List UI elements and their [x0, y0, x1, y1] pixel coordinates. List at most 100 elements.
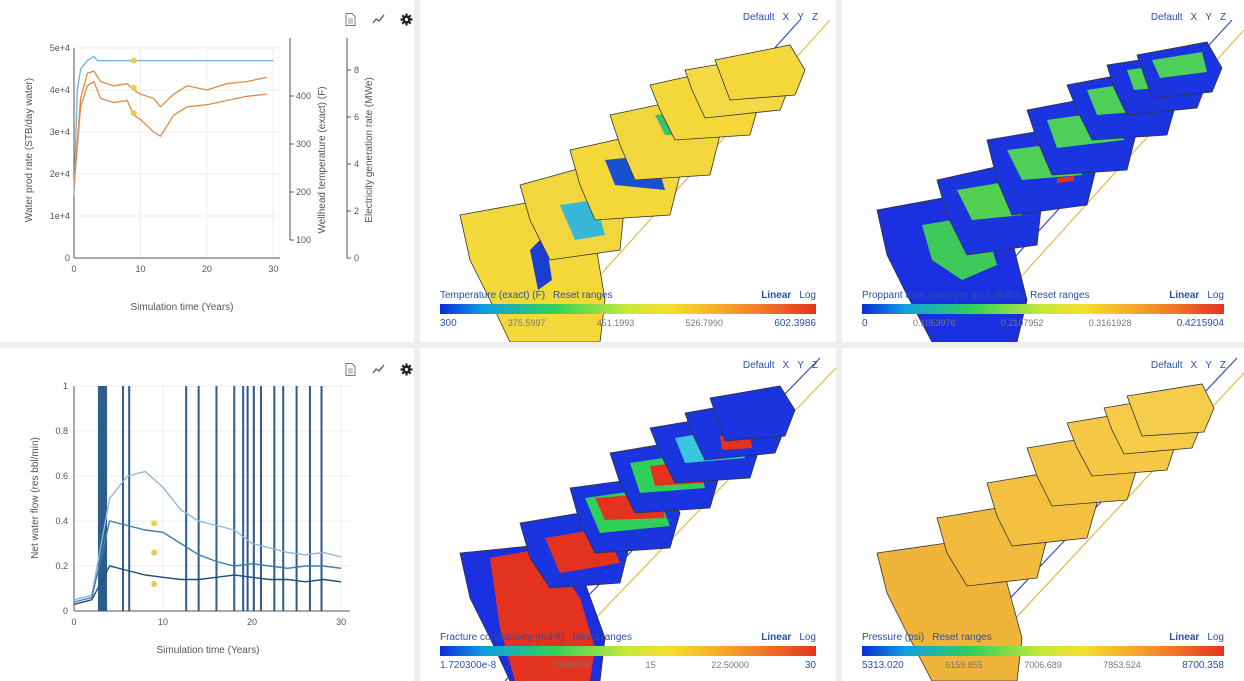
- view-controls: Default X Y Z: [1151, 12, 1226, 23]
- colorbar: Fracture conductivity (md-ft) Reset rang…: [440, 632, 816, 671]
- chart-toolbar: [343, 12, 413, 26]
- y-tick-label: 0.4: [55, 516, 68, 526]
- view-temperature[interactable]: Default X Y Z Temperature (exact) (F) Re…: [420, 0, 836, 342]
- chart-panel-water-flow: 0 0.2 0.4 0.6 0.8 1 0 10 20 30 Net water flow (re…: [0, 348, 414, 681]
- y-right-axis-label: Electricity generation rate (MWe): [364, 77, 375, 222]
- colorbar-tick: 0.1053976: [912, 318, 956, 328]
- splitter-vertical-right[interactable]: [836, 0, 842, 681]
- colorbar-tick: 7006.689: [1024, 660, 1062, 670]
- y-axis-label: Net water flow (res bbl/min): [30, 437, 41, 559]
- colorbar-min[interactable]: 0: [862, 318, 868, 329]
- y-left-axis-label: Water prod rate (STB/day water): [24, 78, 35, 222]
- colorbar-gradient[interactable]: [440, 646, 816, 656]
- view-x-button[interactable]: X: [1190, 360, 1198, 371]
- view-z-button[interactable]: Z: [811, 12, 818, 23]
- colorbar: Temperature (exact) (F) Reset ranges Lin…: [440, 290, 816, 329]
- colorbar-gradient[interactable]: [440, 304, 816, 314]
- gear-icon[interactable]: [399, 12, 413, 26]
- colorbar-min[interactable]: 5313.020: [862, 660, 904, 671]
- series-line: [73, 55, 274, 196]
- production-chart[interactable]: 01e+42e+43e+44e+45e+40 10 20 30100200300400…: [0, 0, 414, 342]
- y-left-tick-label: 3e+4: [50, 127, 70, 137]
- trend-line-icon[interactable]: [371, 362, 385, 376]
- colorbar-title: Proppant total mass per area (lb/ft2): [862, 290, 1023, 301]
- log-scale-button[interactable]: Log: [799, 632, 816, 643]
- view-y-button[interactable]: Y: [797, 12, 804, 23]
- colorbar-gradient[interactable]: [862, 646, 1224, 656]
- colorbar-max[interactable]: 0.4215904: [1176, 318, 1224, 329]
- view-y-button[interactable]: Y: [797, 360, 804, 371]
- water-flow-chart[interactable]: 00.20.40.60.810 10 20 30 Net water flow (re…: [0, 348, 414, 681]
- series-line: [73, 70, 267, 187]
- colorbar-tick: 526.7990: [685, 318, 724, 328]
- view-controls: Default X Y Z: [1151, 360, 1226, 371]
- chart-panel-production: 0 1e+4 2e+4 3e+4 4e+4 5e+4 0 10 20 30 100 200 300 400…: [0, 0, 414, 342]
- reset-ranges-button[interactable]: Reset ranges: [572, 632, 632, 643]
- colorbar-max[interactable]: 30: [804, 660, 816, 671]
- reset-ranges-button[interactable]: Reset ranges: [932, 632, 992, 643]
- view-controls: Default X Y Z: [743, 12, 818, 23]
- splitter-horizontal[interactable]: [0, 342, 1244, 348]
- view-z-button[interactable]: Z: [1219, 12, 1226, 23]
- y-right-tick-label: 8: [354, 65, 359, 75]
- series-line: [73, 520, 342, 603]
- view-x-button[interactable]: X: [782, 360, 790, 371]
- y-right-tick-label: 4: [354, 159, 359, 169]
- view-y-button[interactable]: Y: [1205, 360, 1212, 371]
- y-left-tick-label: 4e+4: [50, 85, 70, 95]
- y-left-tick-label: 2e+4: [50, 169, 70, 179]
- colorbar: Pressure (psi) Reset ranges Linear Log 5…: [862, 632, 1224, 671]
- log-scale-button[interactable]: Log: [1207, 632, 1224, 643]
- colorbar-tick: 451.1993: [596, 318, 635, 328]
- x-tick-label: 0: [71, 264, 76, 274]
- view-fracture-conductivity[interactable]: Default X Y Z Fracture conductivity (md-…: [420, 348, 836, 681]
- linear-scale-button[interactable]: Linear: [1169, 290, 1200, 301]
- linear-scale-button[interactable]: Linear: [761, 632, 792, 643]
- view-default-button[interactable]: Default: [742, 12, 775, 23]
- fracture-render[interactable]: [420, 348, 836, 681]
- colorbar-max[interactable]: 8700.358: [1182, 660, 1224, 671]
- time-marker: [151, 520, 158, 527]
- fracture-render[interactable]: [842, 348, 1244, 681]
- linear-scale-button[interactable]: Linear: [1169, 632, 1200, 643]
- y-mid-tick-label: 100: [296, 235, 311, 245]
- view-pressure[interactable]: Default X Y Z Pressure (psi) Reset range…: [842, 348, 1244, 681]
- document-icon[interactable]: [343, 12, 357, 26]
- view-default-button[interactable]: Default: [1150, 360, 1183, 371]
- y-tick-label: 1: [63, 381, 68, 391]
- x-tick-label: 10: [158, 617, 168, 627]
- x-tick-label: 30: [336, 617, 346, 627]
- x-axis-label: Simulation time (Years): [156, 645, 259, 656]
- reset-ranges-button[interactable]: Reset ranges: [1030, 290, 1090, 301]
- log-scale-button[interactable]: Log: [1207, 290, 1224, 301]
- view-y-button[interactable]: Y: [1205, 12, 1212, 23]
- view-default-button[interactable]: Default: [1150, 12, 1183, 23]
- colorbar-min[interactable]: 1.720300e-8: [440, 660, 497, 671]
- log-scale-button[interactable]: Log: [799, 290, 816, 301]
- y-tick-label: 0.6: [55, 471, 68, 481]
- view-proppant[interactable]: Default X Y Z Proppant total mass per ar…: [842, 0, 1244, 342]
- colorbar-gradient[interactable]: [862, 304, 1224, 314]
- view-default-button[interactable]: Default: [742, 360, 775, 371]
- trend-line-icon[interactable]: [371, 12, 385, 26]
- splitter-vertical-left[interactable]: [414, 0, 420, 681]
- view-x-button[interactable]: X: [1190, 12, 1198, 23]
- x-tick-label: 0: [71, 617, 76, 627]
- colorbar-title: Temperature (exact) (F): [440, 290, 546, 301]
- x-axis-label: Simulation time (Years): [130, 302, 233, 313]
- view-z-button[interactable]: Z: [811, 360, 818, 371]
- x-tick-label: 30: [268, 264, 278, 274]
- document-icon[interactable]: [343, 362, 357, 376]
- colorbar-max[interactable]: 602.3986: [774, 318, 816, 329]
- colorbar-tick: 7.500000: [552, 660, 590, 670]
- time-marker: [151, 549, 158, 556]
- colorbar-min[interactable]: 300: [440, 318, 457, 329]
- gear-icon[interactable]: [399, 362, 413, 376]
- linear-scale-button[interactable]: Linear: [761, 290, 792, 301]
- view-z-button[interactable]: Z: [1219, 360, 1226, 371]
- y-mid-tick-label: 300: [296, 139, 311, 149]
- y-tick-label: 0: [63, 606, 68, 616]
- series-line: [73, 80, 267, 187]
- view-x-button[interactable]: X: [782, 12, 790, 23]
- reset-ranges-button[interactable]: Reset ranges: [553, 290, 613, 301]
